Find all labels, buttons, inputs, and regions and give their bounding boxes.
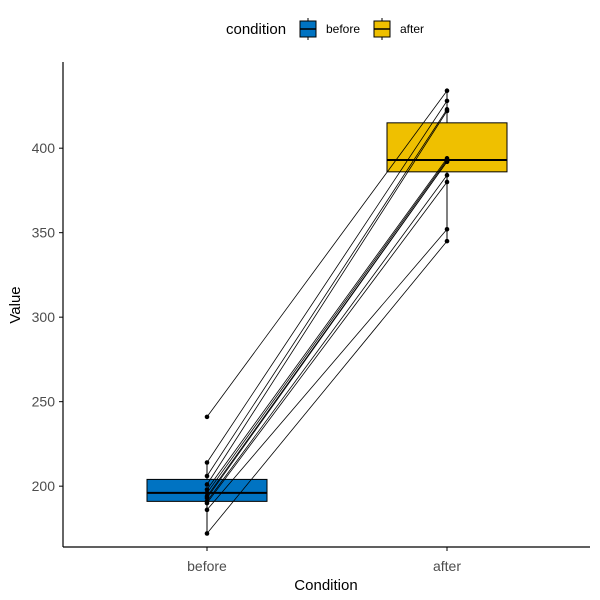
- x-axis-title: Condition: [294, 577, 357, 594]
- before-point: [204, 482, 210, 487]
- before-point: [204, 487, 210, 492]
- paired-line: [206, 240, 448, 534]
- after-point: [444, 179, 450, 185]
- plot-area: [146, 88, 508, 536]
- paired-line: [206, 90, 448, 418]
- y-tick-label: 300: [32, 309, 56, 325]
- before-point: [204, 473, 210, 479]
- paired-line: [206, 181, 448, 504]
- y-tick-label: 350: [32, 225, 56, 241]
- before-point: [204, 495, 210, 501]
- legend-label-before: before: [326, 22, 360, 36]
- after-point: [444, 108, 450, 114]
- paired-line: [206, 100, 448, 463]
- x-tick-label: before: [187, 558, 227, 574]
- before-point: [204, 500, 210, 506]
- legend: condition before after: [226, 18, 424, 40]
- after-point: [444, 238, 450, 244]
- before-point: [204, 460, 210, 465]
- paired-line: [206, 110, 448, 485]
- after-point: [444, 172, 450, 178]
- tick-labels: 200 250 300 350 400 before after: [32, 140, 462, 574]
- paired-line: [206, 161, 448, 499]
- x-tick-label: after: [433, 558, 461, 574]
- before-point: [204, 490, 210, 496]
- y-tick-label: 200: [32, 478, 56, 494]
- before-point: [204, 507, 210, 513]
- paired-line: [206, 174, 448, 502]
- before-point: [204, 531, 210, 536]
- after-point: [444, 88, 450, 94]
- y-tick-label: 250: [32, 394, 56, 410]
- y-axis-title: Value: [7, 286, 24, 323]
- legend-item-before: before: [299, 18, 360, 40]
- after-point: [444, 159, 450, 165]
- paired-line: [206, 159, 448, 494]
- paired-line: [206, 229, 448, 511]
- after-point: [444, 226, 450, 232]
- paired-line: [206, 158, 448, 490]
- legend-item-after: after: [373, 18, 424, 40]
- after-point: [444, 98, 450, 104]
- before-point: [204, 414, 210, 420]
- y-tick-label: 400: [32, 140, 56, 156]
- axes: Value Condition: [7, 62, 590, 594]
- paired-line: [206, 109, 448, 477]
- legend-label-after: after: [400, 22, 424, 36]
- legend-title: condition: [226, 21, 286, 38]
